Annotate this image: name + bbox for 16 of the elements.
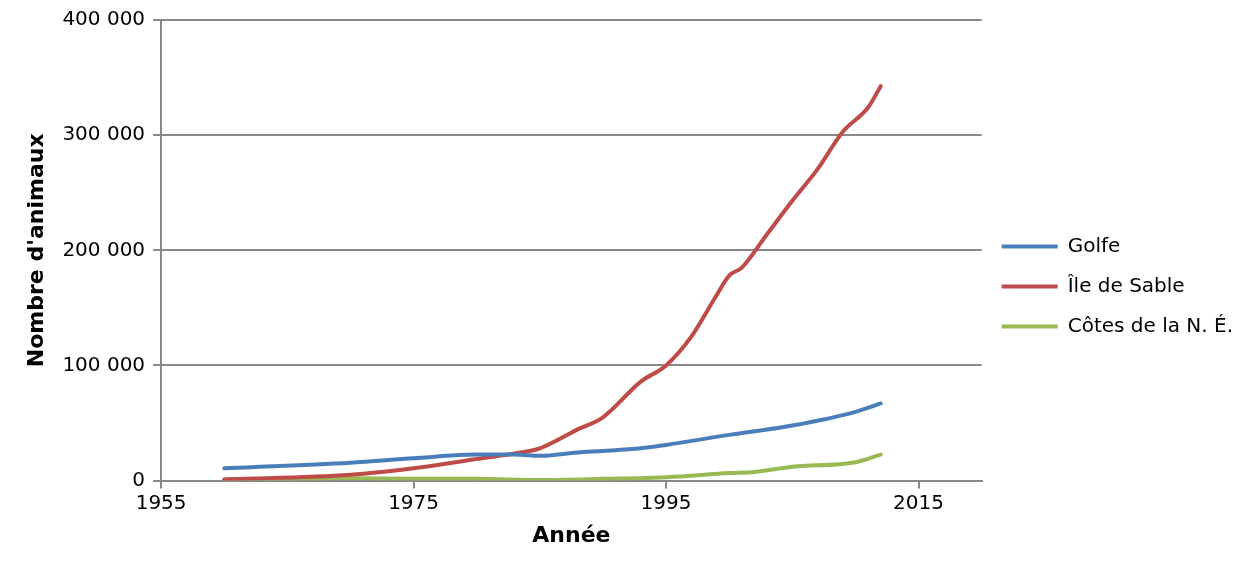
x-tick-label: 1955	[135, 489, 187, 514]
line-series	[222, 401, 883, 471]
y-tick-label: 300 000	[62, 121, 146, 146]
y-tick-label: 100 000	[62, 351, 146, 376]
x-tick-label: 1975	[388, 489, 440, 514]
legend-label: Côtes de la N. É.	[1067, 312, 1234, 337]
y-tick-label: 400 000	[62, 6, 146, 31]
y-axis-title: Nombre d'animaux	[22, 133, 48, 368]
y-tick-label: 0	[132, 466, 146, 491]
x-tick-label: 2015	[893, 489, 945, 514]
x-axis-title: Année	[532, 521, 611, 547]
legend-label: Golfe	[1067, 232, 1121, 257]
x-tick-label: 1995	[640, 489, 692, 514]
legend-label: Île de Sable	[1066, 272, 1185, 297]
line-series	[222, 84, 883, 481]
y-tick-label: 200 000	[62, 236, 146, 261]
